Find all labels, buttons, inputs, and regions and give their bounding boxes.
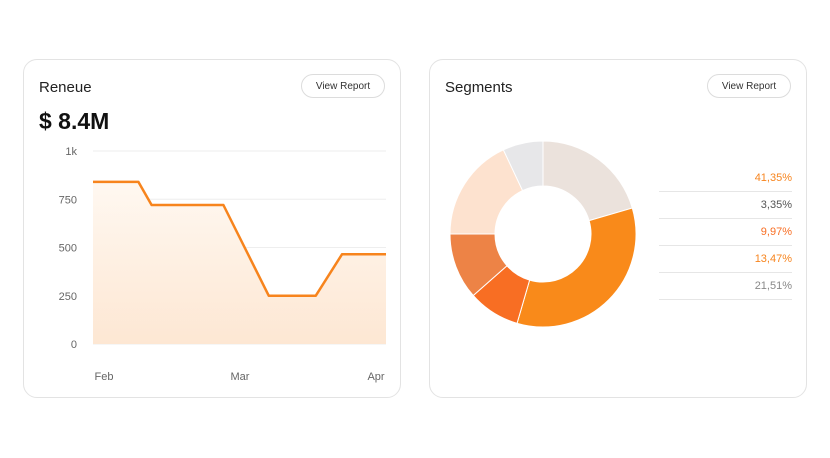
donut-slice xyxy=(502,140,544,192)
legend-item: 3,35% xyxy=(659,193,792,219)
segments-donut-chart xyxy=(449,140,637,328)
y-tick-label: 500 xyxy=(59,243,77,255)
revenue-chart: 0 250 500 750 1k Feb Mar Apr xyxy=(59,146,387,383)
y-tick-label: 750 xyxy=(59,194,77,206)
x-tick-label: Mar xyxy=(231,371,250,383)
segments-card-title: Segments xyxy=(445,79,513,96)
series-line xyxy=(93,180,386,298)
legend-item: 13,47% xyxy=(659,247,792,273)
y-tick-label: 1k xyxy=(65,146,77,158)
y-tick-label: 250 xyxy=(59,291,77,303)
x-tick-label: Feb xyxy=(95,371,114,383)
donut-slice xyxy=(516,207,637,328)
legend-item: 9,97% xyxy=(659,220,792,246)
legend-item: 41,35% xyxy=(659,166,792,192)
segments-view-report-button[interactable]: View Report xyxy=(707,74,791,98)
y-tick-label: 0 xyxy=(71,339,77,351)
revenue-view-report-button[interactable]: View Report xyxy=(301,74,385,98)
revenue-total-value: $ 8.4M xyxy=(39,108,110,134)
donut-slice xyxy=(542,140,633,222)
legend-item: 21,51% xyxy=(659,274,792,300)
segments-card: Segments View Report 41,35% 3,35% 9,97% 13,… xyxy=(429,59,807,398)
revenue-card-title: Reneue xyxy=(39,79,92,96)
revenue-card: Reneue View Report $ 8.4M 0 250 500 750 1k Fe… xyxy=(23,59,401,398)
x-tick-label: Apr xyxy=(367,371,384,383)
area-fill xyxy=(93,181,386,344)
